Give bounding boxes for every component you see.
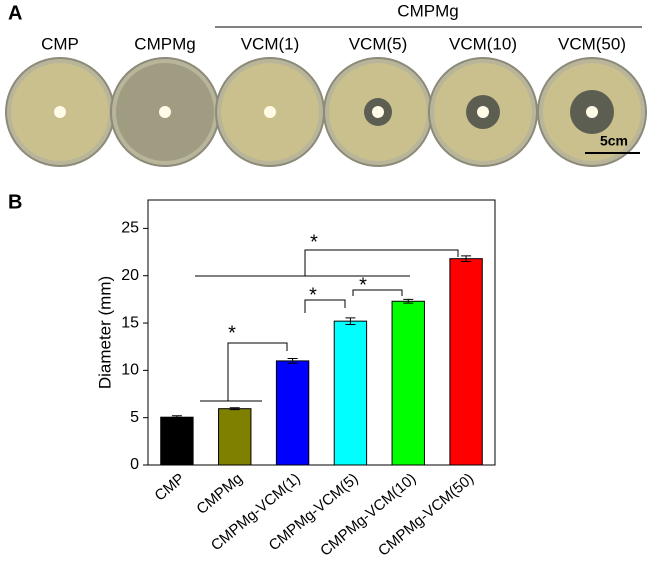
significance-label: * [228,322,236,344]
significance-bracket [352,289,403,296]
panel-label: B [8,191,22,213]
x-tick-label: CMPMg [193,470,245,518]
plate-label: VCM(1) [241,34,300,53]
scale-label: 5cm [600,133,628,149]
significance-bracket [195,249,459,277]
bar [449,258,483,466]
bar [160,416,194,466]
bar [333,320,368,466]
y-tick-label: 20 [121,267,139,284]
plate-label: VCM(50) [558,34,626,53]
y-tick-label: 10 [121,362,139,379]
error-bar [287,358,298,364]
group-label: CMPMg [397,1,458,20]
bar [391,300,425,466]
panel-label: A [8,2,22,24]
significance-label: * [359,274,367,296]
plate-label: CMP [41,34,79,53]
x-tick-label: CMP [152,470,188,504]
disk [372,106,384,118]
plate-label: VCM(5) [349,34,408,53]
plate-label: CMPMg [134,34,195,53]
error-bar [171,415,182,420]
disk [477,106,489,118]
error-bar [403,298,414,304]
error-bar [345,317,356,325]
bar [218,408,252,466]
disk [54,106,66,118]
disk [264,106,276,118]
x-tick-label: CMPMg-VCM(10) [317,470,419,560]
plot-frame [147,199,496,466]
bar [275,360,310,466]
y-tick-label: 15 [121,314,139,331]
disk [159,106,171,118]
y-tick-label: 25 [121,220,139,237]
significance-label: * [309,284,317,306]
significance-bracket [304,299,346,313]
y-tick-label: 5 [130,409,139,426]
error-bar [229,407,240,411]
disk [586,106,598,118]
significance-bracket [200,342,288,402]
y-tick-label: 0 [130,456,139,473]
significance-label: * [310,231,318,253]
plate-label: VCM(10) [449,34,517,53]
error-bar [461,255,472,263]
x-tick-label: CMPMg-VCM(50) [375,470,477,560]
y-axis-label: Diameter (mm) [95,276,114,389]
